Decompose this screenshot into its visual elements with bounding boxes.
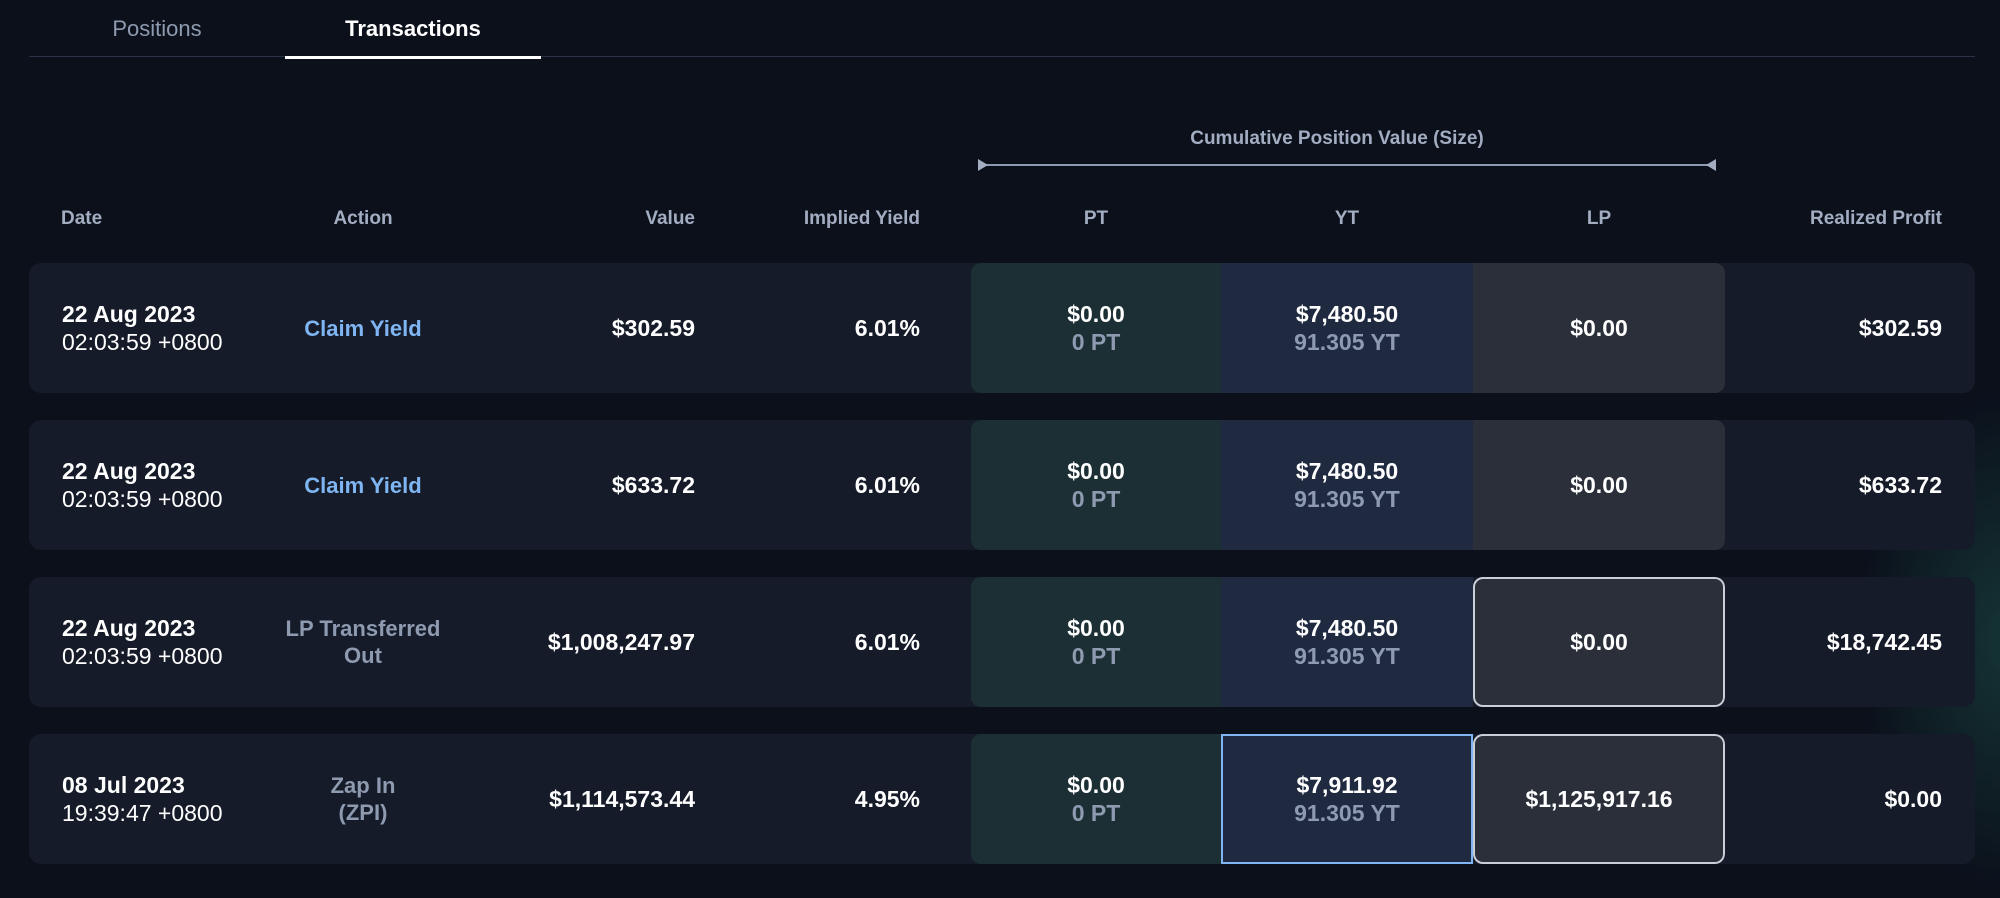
yt-position-cell-highlighted: $7,911.92 91.305 YT [1221,734,1473,864]
column-header-yt: YT [1334,208,1360,229]
cumulative-position-group: $0.00 0 PT $7,911.92 91.305 YT $1,125,91… [971,734,1725,864]
lp-position-cell: $0.00 [1473,420,1725,550]
implied-yield-cell: 6.01% [854,471,920,498]
pt-position-cell: $0.00 0 PT [971,734,1221,864]
pt-value: $0.00 [1067,615,1125,641]
cumulative-span-line [980,164,1714,166]
tab-positions[interactable]: Positions [112,15,202,41]
row-date: 22 Aug 2023 [62,458,196,484]
yt-amount: 91.305 YT [1294,486,1400,512]
lp-value: $1,125,917.16 [1525,786,1673,812]
action-cell: LP Transferred Out [263,577,463,707]
table-row[interactable]: 08 Jul 2023 19:39:47 +0800 Zap In (ZPI) … [29,734,1975,864]
implied-yield-cell: 6.01% [854,628,920,655]
yt-position-cell: $7,480.50 91.305 YT [1221,577,1473,707]
row-date: 22 Aug 2023 [62,301,196,327]
column-header-lp: LP [1586,208,1612,229]
tab-transactions[interactable]: Transactions [285,0,541,59]
row-time: 02:03:59 +0800 [62,486,223,512]
date-cell: 08 Jul 2023 19:39:47 +0800 [62,734,262,864]
date-cell: 22 Aug 2023 02:03:59 +0800 [62,577,262,707]
arrow-left-icon [978,159,988,171]
tab-bar: Positions Transactions [29,0,1975,59]
lp-position-cell-highlighted: $0.00 [1473,577,1725,707]
realized-profit-cell: $0.00 [1884,785,1942,812]
action-cell[interactable]: Claim Yield [263,420,463,550]
value-cell: $633.72 [611,471,695,498]
action-link[interactable]: Claim Yield [304,315,422,341]
pt-amount: 0 PT [1071,643,1121,669]
value-cell: $1,114,573.44 [549,785,695,812]
column-header-date: Date [61,208,103,229]
column-header-implied-yield: Implied Yield [803,208,920,229]
yt-amount: 91.305 YT [1294,643,1400,669]
action-label-line2: (ZPI) [338,800,388,825]
row-time: 02:03:59 +0800 [62,329,223,355]
value-cell: $1,008,247.97 [547,628,695,655]
pt-position-cell: $0.00 0 PT [971,263,1221,393]
yt-position-cell: $7,480.50 91.305 YT [1221,420,1473,550]
row-date: 08 Jul 2023 [62,772,185,798]
value-cell: $302.59 [611,314,695,341]
column-header-value: Value [645,208,695,229]
action-label: Zap In [330,773,396,798]
yt-value: $7,480.50 [1295,458,1399,484]
pt-amount: 0 PT [1071,329,1121,355]
action-cell: Zap In (ZPI) [263,734,463,864]
row-date: 22 Aug 2023 [62,615,196,641]
lp-value: $0.00 [1570,315,1628,341]
yt-value: $7,480.50 [1295,301,1399,327]
row-time: 19:39:47 +0800 [62,800,223,826]
cumulative-position-group: $0.00 0 PT $7,480.50 91.305 YT $0.00 [971,263,1725,393]
yt-value: $7,911.92 [1296,772,1398,798]
date-cell: 22 Aug 2023 02:03:59 +0800 [62,263,262,393]
column-header-action: Action [333,208,393,229]
action-link[interactable]: Claim Yield [304,472,422,498]
yt-value: $7,480.50 [1295,615,1399,641]
table-row[interactable]: 22 Aug 2023 02:03:59 +0800 LP Transferre… [29,577,1975,707]
pt-value: $0.00 [1067,301,1125,327]
realized-profit-cell: $302.59 [1858,314,1942,341]
arrow-right-icon [1706,159,1716,171]
realized-profit-cell: $18,742.45 [1826,628,1942,655]
row-time: 02:03:59 +0800 [62,643,223,669]
pt-amount: 0 PT [1071,486,1121,512]
action-label-line2: Out [344,643,382,668]
implied-yield-cell: 6.01% [854,314,920,341]
yt-amount: 91.305 YT [1294,329,1400,355]
pt-value: $0.00 [1067,458,1125,484]
pt-position-cell: $0.00 0 PT [971,577,1221,707]
pt-value: $0.00 [1067,772,1125,798]
pt-amount: 0 PT [1071,800,1121,826]
yt-amount: 91.305 YT [1294,800,1400,826]
pt-position-cell: $0.00 0 PT [971,420,1221,550]
action-label: LP Transferred [285,616,441,641]
cumulative-position-header: Cumulative Position Value (Size) [1190,128,1484,149]
cumulative-position-group: $0.00 0 PT $7,480.50 91.305 YT $0.00 [971,420,1725,550]
yt-position-cell: $7,480.50 91.305 YT [1221,263,1473,393]
action-cell[interactable]: Claim Yield [263,263,463,393]
date-cell: 22 Aug 2023 02:03:59 +0800 [62,420,262,550]
realized-profit-cell: $633.72 [1858,471,1942,498]
table-row[interactable]: 22 Aug 2023 02:03:59 +0800 Claim Yield $… [29,263,1975,393]
lp-value: $0.00 [1570,472,1628,498]
implied-yield-cell: 4.95% [854,785,920,812]
lp-position-cell-highlighted: $1,125,917.16 [1473,734,1725,864]
table-row[interactable]: 22 Aug 2023 02:03:59 +0800 Claim Yield $… [29,420,1975,550]
cumulative-position-group: $0.00 0 PT $7,480.50 91.305 YT $0.00 [971,577,1725,707]
column-header-realized-profit: Realized Profit [1810,208,1942,229]
lp-value: $0.00 [1570,629,1628,655]
column-header-pt: PT [1083,208,1109,229]
lp-position-cell: $0.00 [1473,263,1725,393]
